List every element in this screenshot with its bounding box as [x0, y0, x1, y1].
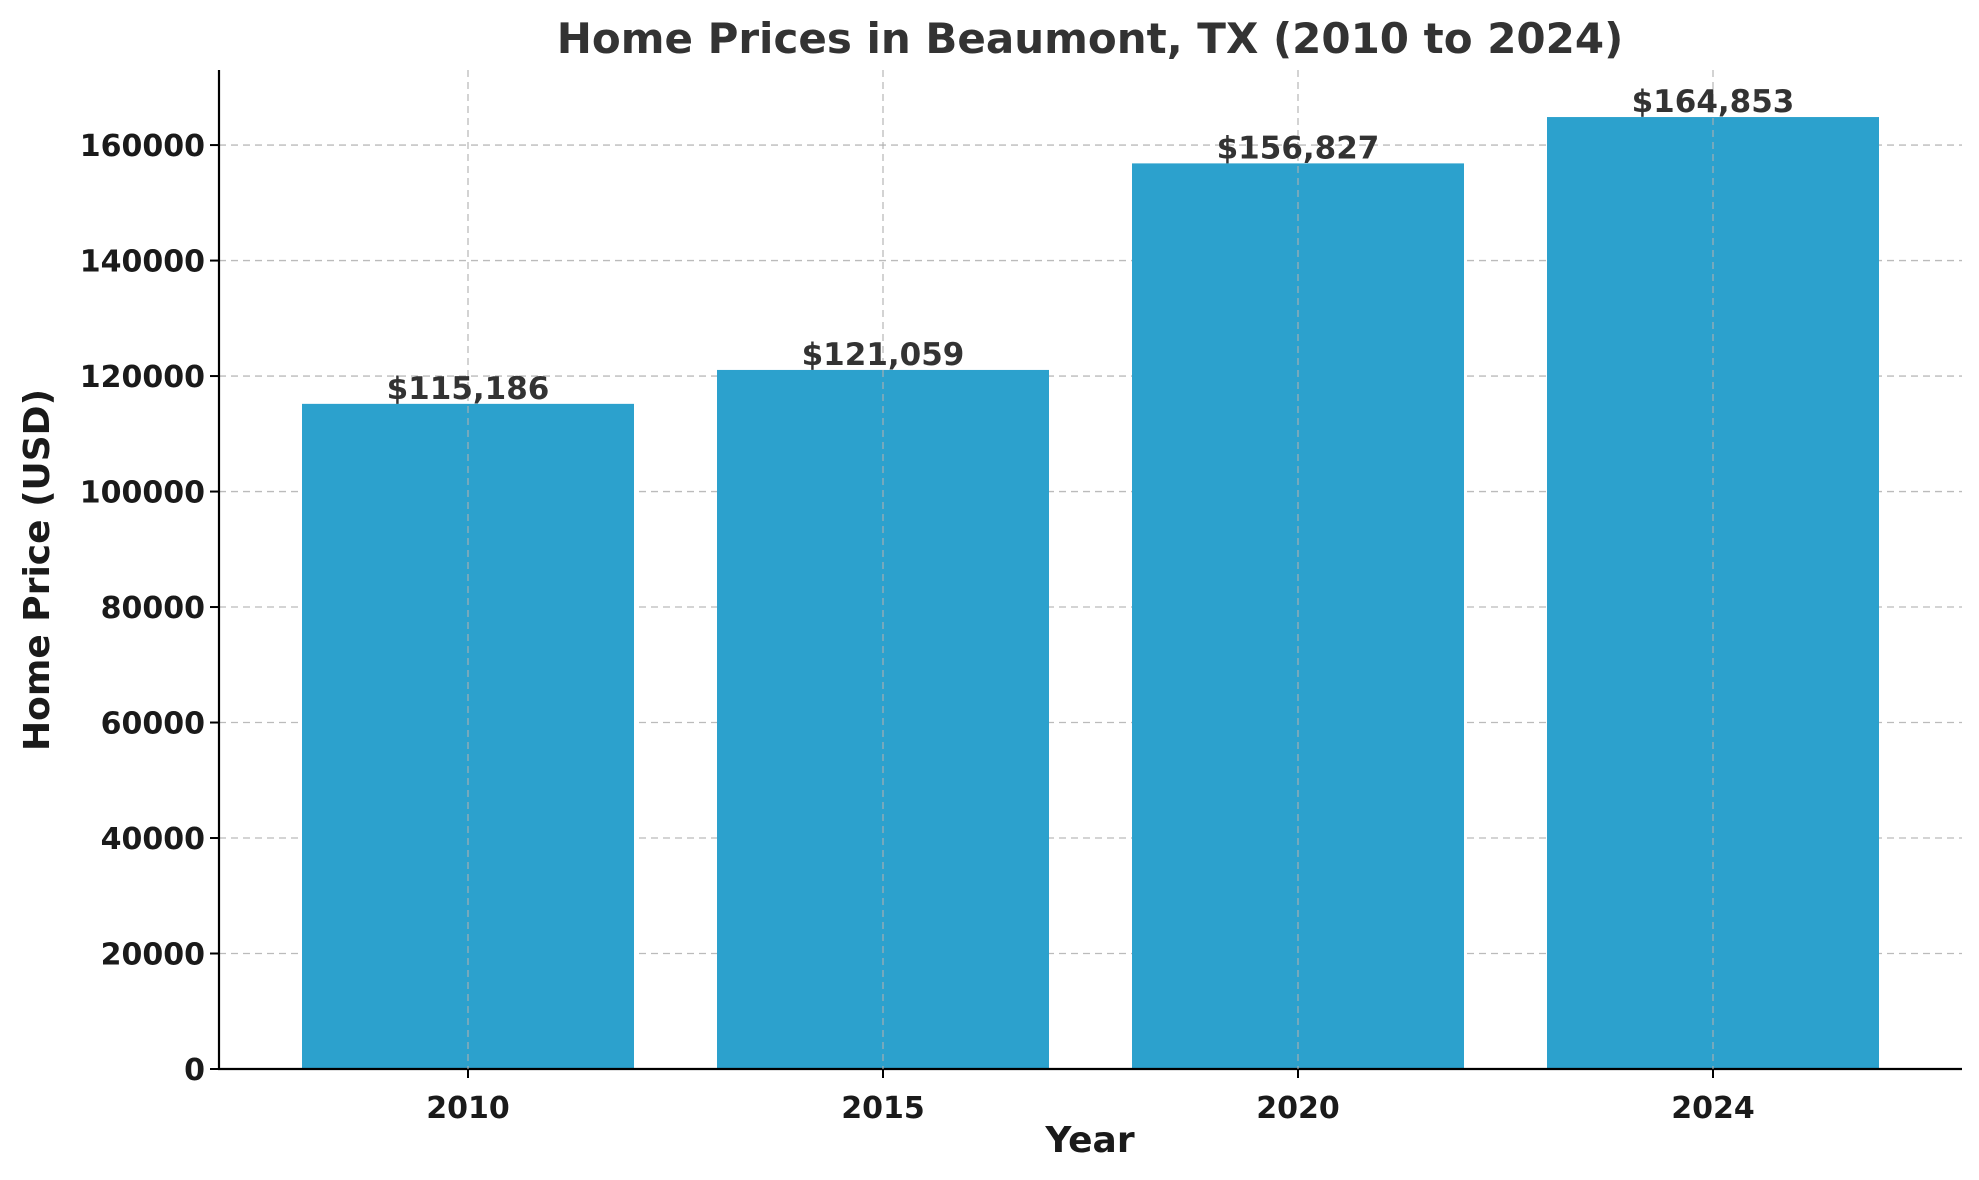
- data-label-2015: $121,059: [802, 337, 965, 373]
- y-tick-label: 140000: [80, 245, 205, 280]
- bars: [302, 117, 1879, 1069]
- x-axis-label: Year: [1044, 1120, 1134, 1161]
- y-tick-label: 60000: [101, 707, 205, 742]
- y-tick-label: 80000: [101, 591, 205, 626]
- data-label-2010: $115,186: [387, 371, 550, 407]
- y-tick-label: 120000: [80, 360, 205, 395]
- y-tick-label: 0: [184, 1053, 205, 1088]
- axes: [217, 70, 1962, 1071]
- y-tick-label: 20000: [101, 938, 205, 973]
- y-tick-label: 100000: [80, 476, 205, 511]
- data-label-2020: $156,827: [1217, 130, 1380, 166]
- x-tick-label: 2010: [426, 1091, 510, 1126]
- y-tick-label: 40000: [101, 822, 205, 857]
- data-label-2024: $164,853: [1632, 84, 1795, 120]
- data-labels: $115,186 $121,059 $156,827 $164,853: [387, 70, 1795, 1069]
- x-tick-label: 2015: [841, 1091, 925, 1126]
- x-tick-label: 2024: [1671, 1091, 1755, 1126]
- x-tick-label: 2020: [1256, 1091, 1340, 1126]
- chart-title: Home Prices in Beaumont, TX (2010 to 202…: [557, 14, 1624, 63]
- ticks: 0 20000 40000 60000 80000 100000 120000 140000 1…: [80, 129, 1755, 1126]
- y-axis-label: Home Price (USD): [17, 389, 58, 751]
- y-tick-label: 160000: [80, 129, 205, 164]
